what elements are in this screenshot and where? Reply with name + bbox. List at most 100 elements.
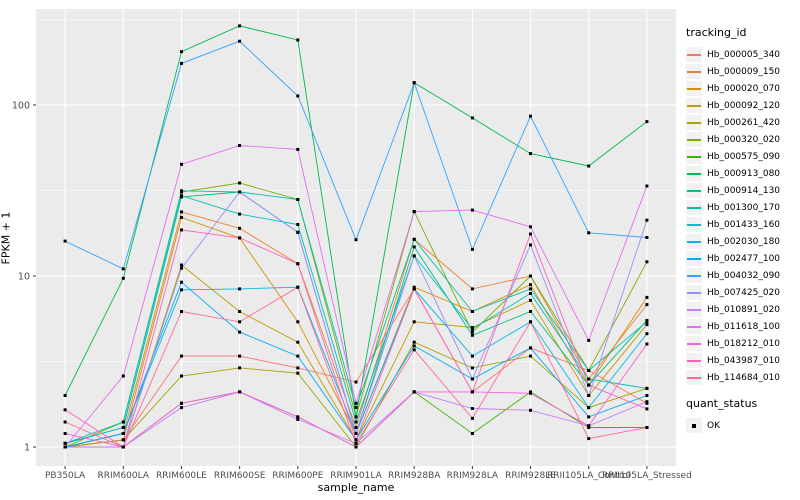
data-point: [354, 438, 358, 442]
legend-item: Hb_043987_010: [686, 352, 798, 369]
x-tick-label: RRIM600LA: [98, 471, 150, 481]
legend-item: Hb_000092_120: [686, 97, 798, 114]
data-point: [238, 366, 242, 370]
data-point: [180, 215, 183, 219]
data-point: [180, 61, 183, 65]
legend-item-quant-ok: OK: [686, 417, 798, 434]
legend-item-label: Hb_000020_070: [707, 83, 781, 94]
data-point: [63, 432, 67, 435]
legend-key-line-icon: [686, 47, 702, 62]
legend-key-line-icon: [686, 81, 702, 96]
x-tick-label: RRIM600SE: [214, 471, 266, 481]
data-point: [238, 190, 242, 194]
x-tick-label: PB350LA: [45, 471, 86, 481]
data-point: [121, 426, 125, 429]
legend-item: Hb_010891_020: [686, 301, 798, 318]
legend-item: Hb_000005_340: [686, 46, 798, 63]
data-point: [296, 285, 300, 289]
data-point: [645, 394, 649, 397]
data-point: [645, 236, 649, 239]
data-point: [238, 287, 242, 291]
legend-item-label: Hb_001300_170: [707, 202, 781, 213]
data-point: [296, 230, 300, 234]
legend-key-line-icon: [686, 353, 702, 368]
y-tick-label: 1: [24, 443, 30, 454]
legend-item: Hb_000261_420: [686, 114, 798, 131]
data-point: [587, 394, 591, 397]
legend-item: Hb_004032_090: [686, 267, 798, 284]
data-point: [180, 263, 183, 267]
legend-title-tracking-id: tracking_id: [686, 26, 747, 39]
data-point: [412, 254, 416, 258]
data-point: [412, 237, 416, 241]
data-point: [180, 288, 183, 292]
legend-item: Hb_000913_080: [686, 165, 798, 182]
data-point: [180, 401, 183, 405]
data-point: [645, 426, 649, 429]
data-point: [238, 320, 242, 324]
data-point: [529, 152, 532, 156]
data-point: [180, 228, 183, 232]
legend-item-label: Hb_114684_010: [707, 372, 781, 383]
legend-key-line-icon: [686, 268, 702, 283]
data-point: [470, 310, 474, 313]
legend-item: Hb_114684_010: [686, 369, 798, 386]
data-point: [180, 162, 183, 166]
legend-item: Hb_000914_130: [686, 182, 798, 199]
data-point: [529, 346, 532, 350]
data-point: [354, 426, 358, 429]
data-point: [412, 340, 416, 344]
legend-item-label: Hb_000575_090: [707, 151, 781, 162]
data-point: [238, 236, 242, 240]
data-point: [587, 369, 591, 372]
legend-item: Hb_000575_090: [686, 148, 798, 165]
data-point: [63, 445, 67, 449]
y-axis-title: FPKM + 1: [0, 211, 13, 265]
data-point: [180, 354, 183, 358]
legend-item-label: Hb_011618_100: [707, 321, 781, 332]
data-point: [529, 225, 532, 229]
data-point: [296, 198, 300, 201]
data-point: [470, 366, 474, 370]
legend-key-line-icon: [686, 319, 702, 334]
data-point: [180, 189, 183, 193]
data-point: [529, 114, 532, 118]
legend-item-label: OK: [707, 420, 720, 431]
data-point: [238, 144, 242, 147]
data-point: [412, 245, 416, 249]
data-point: [587, 415, 591, 419]
data-point: [121, 432, 125, 435]
legend-key-line-icon: [686, 200, 702, 215]
data-point: [529, 287, 532, 291]
legend-item: Hb_011618_100: [686, 318, 798, 335]
data-point: [412, 344, 416, 348]
y-tick-label: 100: [12, 101, 30, 112]
legend-key-line-icon: [686, 217, 702, 232]
data-point: [121, 267, 125, 271]
legend-item-label: Hb_002477_100: [707, 253, 781, 264]
data-point: [470, 390, 474, 394]
data-point: [412, 81, 416, 85]
data-point: [180, 194, 183, 198]
legend-item-label: Hb_000261_420: [707, 117, 781, 128]
legend-item-label: Hb_000914_130: [707, 185, 781, 196]
data-point: [529, 232, 532, 236]
legend-key-line-icon: [686, 302, 702, 317]
legend-item-label: Hb_000092_120: [707, 100, 781, 111]
legend-item-label: Hb_018212_010: [707, 338, 781, 349]
data-point: [645, 407, 649, 411]
quant-ok-key-icon: [686, 418, 702, 433]
data-point: [470, 327, 474, 331]
data-point: [63, 441, 67, 445]
data-point: [529, 320, 532, 324]
legend-key-line-icon: [686, 234, 702, 249]
legend-key-line-icon: [686, 132, 702, 147]
data-point: [238, 226, 242, 230]
data-point: [470, 287, 474, 291]
data-point: [645, 332, 649, 336]
legend-key-line-icon: [686, 149, 702, 164]
data-point: [354, 445, 358, 449]
data-point: [180, 50, 183, 54]
data-point: [180, 406, 183, 410]
legend-item-label: Hb_043987_010: [707, 355, 781, 366]
